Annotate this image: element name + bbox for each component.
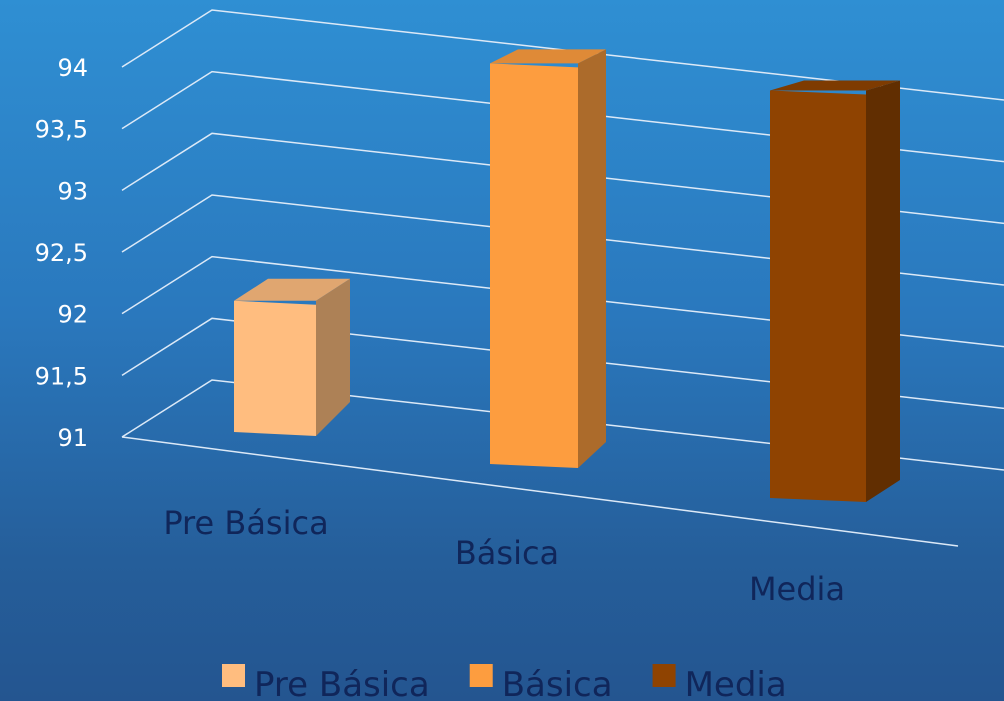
bar-side [578,49,606,469]
legend-label: Media [685,665,787,701]
gridlines [121,9,1004,547]
legend-swatch [222,664,245,687]
bar [490,49,606,469]
y-tick-label: 91,5 [35,362,88,390]
y-tick-label: 94 [57,54,88,82]
bar-front [490,63,578,469]
legend-item: Media [652,664,787,701]
gridline [121,194,1004,286]
bar-top [234,278,350,301]
gridline [121,9,1004,101]
gridline [121,132,1004,225]
y-tick-label: 92,5 [35,239,88,267]
bar-top [490,49,606,64]
floor-front-edge [121,436,959,547]
legend-swatch [652,664,676,687]
y-axis-ticks: 91 91,5 92 92,5 93 93,5 94 [35,54,88,452]
legend: Pre Básica Básica Media [222,664,787,701]
gridline [121,379,1004,471]
x-category-label: Básica [455,534,559,572]
legend-swatch [469,664,493,687]
gridline [121,70,1004,163]
bar [234,278,350,436]
y-tick-label: 93 [57,177,88,205]
y-tick-label: 91 [57,424,88,452]
bar-side [866,80,900,503]
gridline [121,317,1004,410]
gridline [121,255,1004,348]
x-axis-categories: Pre Básica Básica Media [163,504,845,608]
x-category-label: Media [749,570,845,608]
x-category-label: Pre Básica [163,504,328,542]
bars [234,49,900,503]
bar-front [234,300,316,436]
bar-front [770,90,866,503]
legend-item: Básica [469,664,613,701]
legend-item: Pre Básica [222,664,430,701]
bar-top [770,80,900,91]
legend-label: Pre Básica [254,665,430,701]
bar [770,80,900,503]
bar-side [316,278,350,436]
legend-label: Básica [502,665,613,701]
y-tick-label: 92 [57,301,88,329]
y-tick-label: 93,5 [35,116,88,144]
